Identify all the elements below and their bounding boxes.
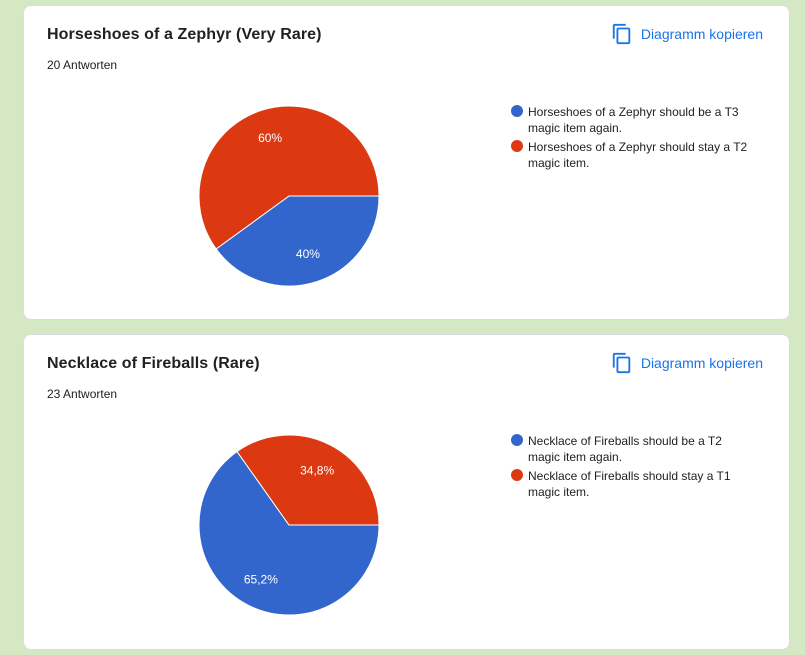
legend-swatch xyxy=(511,469,523,481)
legend-label: Necklace of Fireballs should stay a T1 m… xyxy=(528,469,731,499)
legend-swatch xyxy=(511,105,523,117)
copy-chart-label: Diagramm kopieren xyxy=(640,355,763,371)
pie-slice-2[interactable] xyxy=(198,105,380,250)
slice-value-label: 40% xyxy=(296,247,320,261)
chart-card: Horseshoes of a Zephyr (Very Rare) 20 An… xyxy=(23,5,790,320)
pie-chart: 40% 60% xyxy=(194,101,384,291)
legend-swatch xyxy=(511,434,523,446)
copy-chart-button[interactable]: Diagramm kopieren xyxy=(611,23,763,45)
pie-slice-2[interactable] xyxy=(236,434,380,526)
legend-swatch xyxy=(511,140,523,152)
legend-item-2[interactable]: Necklace of Fireballs should stay a T1 m… xyxy=(511,468,751,500)
response-count: 20 Antworten xyxy=(47,58,118,72)
chart-title: Necklace of Fireballs (Rare) xyxy=(47,355,260,372)
copy-icon xyxy=(612,23,631,45)
legend-item-1[interactable]: Necklace of Fireballs should be a T2 mag… xyxy=(511,433,751,465)
chart-title: Horseshoes of a Zephyr (Very Rare) xyxy=(47,26,322,43)
legend-label: Necklace of Fireballs should be a T2 mag… xyxy=(528,434,722,464)
slice-value-label: 60% xyxy=(258,131,282,145)
copy-chart-label: Diagramm kopieren xyxy=(640,26,763,42)
chart-legend: Necklace of Fireballs should be a T2 mag… xyxy=(511,433,751,503)
pie-slice-1[interactable] xyxy=(198,450,380,616)
legend-label: Horseshoes of a Zephyr should be a T3 ma… xyxy=(528,105,739,135)
legend-item-1[interactable]: Horseshoes of a Zephyr should be a T3 ma… xyxy=(511,104,751,136)
legend-item-2[interactable]: Horseshoes of a Zephyr should stay a T2 … xyxy=(511,139,751,171)
pie-slice-1[interactable] xyxy=(215,195,380,287)
pie-svg: 40% 60% xyxy=(198,105,380,287)
pie-svg: 65,2% 34,8% xyxy=(198,434,380,616)
chart-card: Necklace of Fireballs (Rare) 23 Antworte… xyxy=(23,334,790,650)
slice-value-label: 65,2% xyxy=(244,572,278,586)
legend-label: Horseshoes of a Zephyr should stay a T2 … xyxy=(528,140,748,170)
response-count: 23 Antworten xyxy=(47,387,118,401)
slice-value-label: 34,8% xyxy=(300,464,334,478)
copy-icon xyxy=(612,352,631,374)
chart-legend: Horseshoes of a Zephyr should be a T3 ma… xyxy=(511,104,751,174)
copy-chart-button[interactable]: Diagramm kopieren xyxy=(611,352,763,374)
pie-chart: 65,2% 34,8% xyxy=(194,430,384,620)
